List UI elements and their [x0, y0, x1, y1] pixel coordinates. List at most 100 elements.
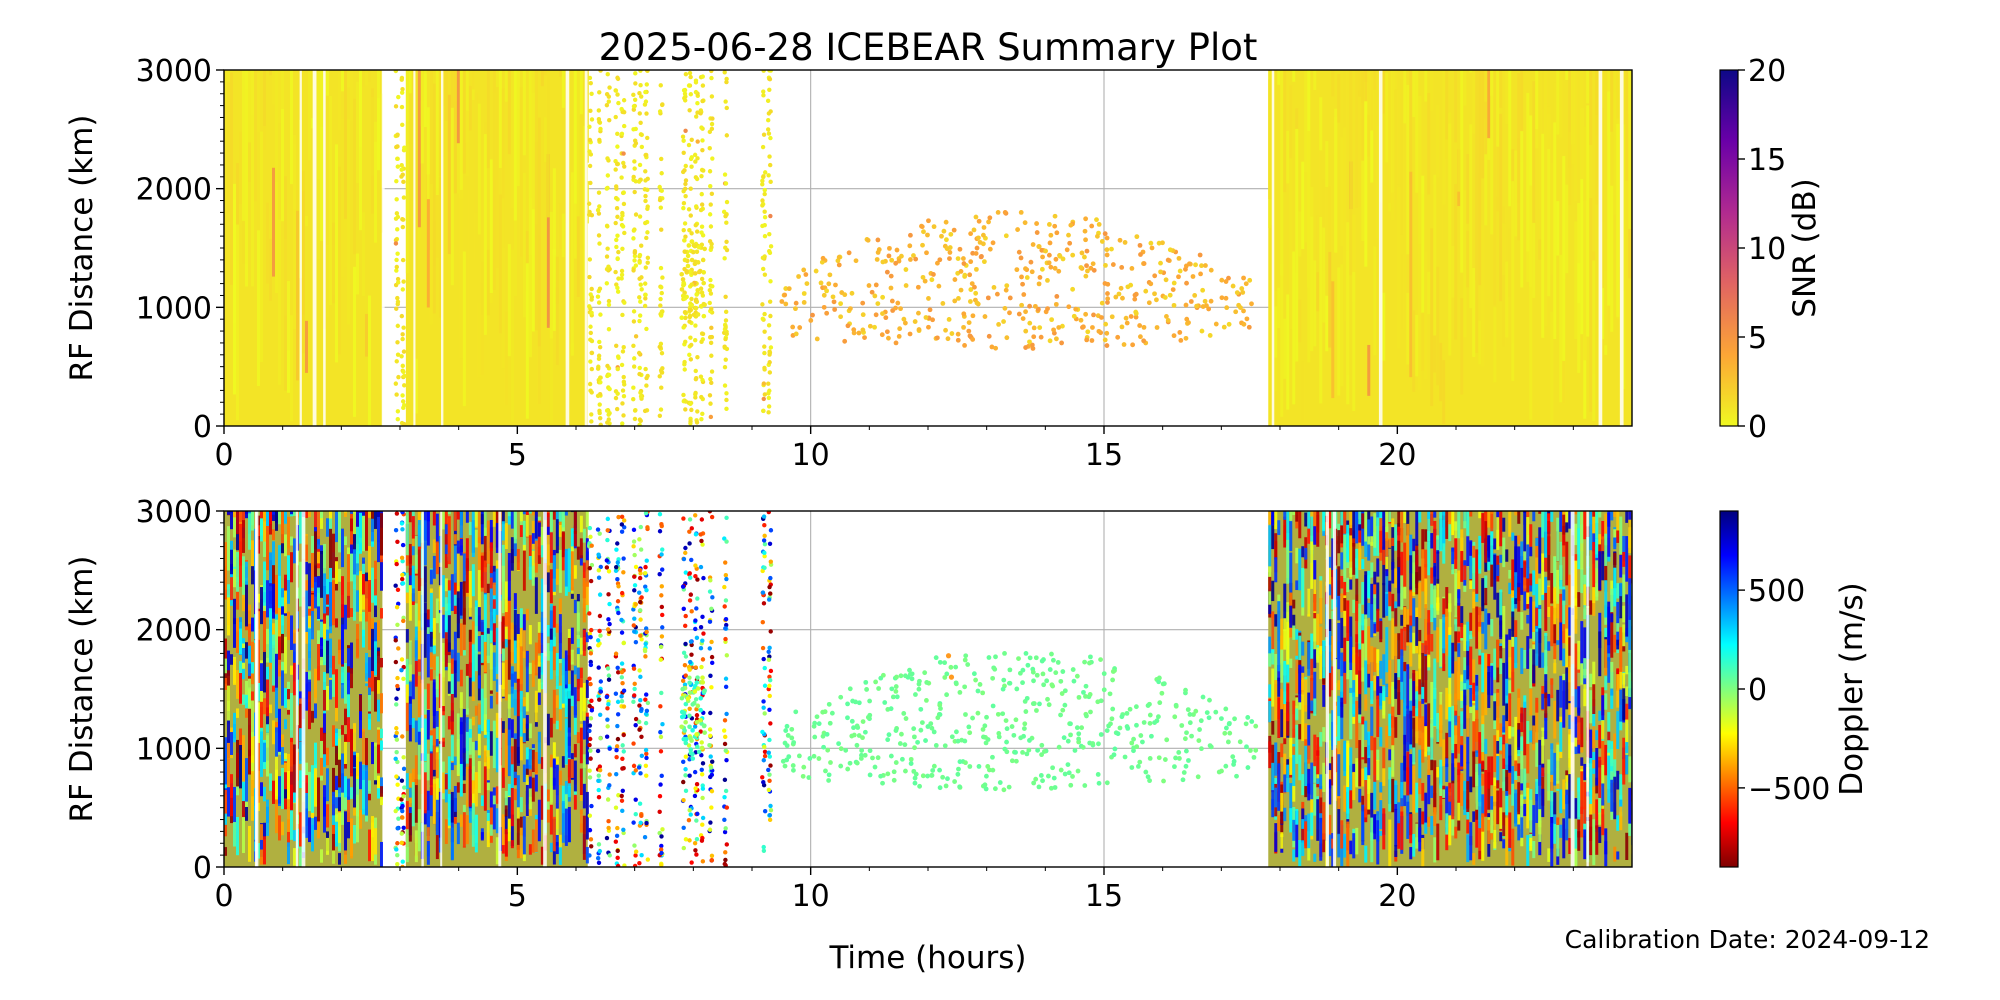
echo-streak: [227, 670, 230, 701]
echo-streak: [417, 511, 421, 526]
echo-streak: [456, 822, 460, 845]
echo-streak: [498, 70, 502, 169]
echo-streak: [329, 559, 332, 604]
echo-streak: [582, 683, 586, 721]
echo-point: [1226, 275, 1231, 281]
echo-streak: [1343, 785, 1347, 812]
echo-streak: [242, 70, 245, 221]
echo-streak: [1565, 541, 1569, 586]
echo-streak: [290, 70, 293, 185]
echo-streak: [1391, 561, 1395, 584]
echo-point: [958, 269, 964, 274]
echo-streak: [1376, 820, 1380, 865]
echo-streak: [374, 742, 377, 781]
echo-streak: [426, 709, 430, 740]
echo-streak: [1340, 137, 1344, 247]
echo-streak: [236, 752, 239, 778]
echo-streak: [1376, 582, 1380, 611]
echo-streak: [408, 555, 412, 564]
echo-streak: [513, 511, 517, 544]
echo-streak: [477, 103, 481, 235]
echo-streak: [1574, 848, 1578, 867]
echo-point: [973, 251, 979, 256]
echo-streak: [1577, 817, 1581, 838]
echo-streak: [1454, 521, 1458, 539]
echo-streak: [377, 540, 380, 563]
echo-streak: [1319, 646, 1323, 680]
echo-streak: [380, 513, 383, 556]
echo-streak: [1448, 707, 1452, 731]
echo-streak: [323, 573, 326, 614]
echo-streak: [1313, 70, 1317, 91]
echo-streak: [350, 608, 353, 617]
echo-point: [631, 396, 636, 402]
echo-streak: [362, 563, 365, 575]
echo-point: [701, 168, 706, 173]
echo-point: [696, 244, 702, 250]
echo-streak: [1433, 658, 1437, 699]
echo-streak: [501, 544, 505, 582]
echo-streak: [1430, 533, 1434, 549]
echo-point: [395, 227, 400, 232]
echo-streak: [293, 538, 296, 564]
echo-streak: [528, 70, 532, 256]
echo-point: [692, 152, 698, 158]
echo-streak: [1547, 848, 1551, 862]
echo-point: [968, 287, 974, 292]
echo-streak: [444, 617, 448, 644]
echo-point: [974, 245, 980, 251]
echo-point: [826, 281, 832, 287]
echo-streak: [1442, 360, 1446, 424]
echo-streak: [1460, 681, 1464, 691]
echo-point: [1039, 266, 1045, 272]
echo-streak: [1307, 130, 1311, 363]
echo-point: [1023, 345, 1029, 350]
echo-streak: [456, 511, 460, 520]
echo-streak: [224, 70, 227, 103]
echo-point: [686, 83, 692, 88]
echo-streak: [450, 668, 454, 703]
echo-streak: [420, 70, 424, 127]
echo-streak: [468, 766, 472, 807]
echo-streak: [1556, 848, 1560, 865]
echo-streak: [1550, 763, 1554, 806]
echo-streak: [435, 752, 439, 799]
echo-streak: [459, 692, 463, 722]
echo-streak: [269, 70, 272, 76]
echo-point: [588, 292, 593, 297]
echo-point: [981, 225, 987, 230]
echo-point: [589, 310, 594, 316]
echo-streak: [368, 70, 371, 83]
echo-streak: [1490, 809, 1494, 834]
echo-streak: [543, 117, 547, 163]
echo-streak: [311, 535, 314, 563]
echo-streak: [483, 745, 487, 784]
echo-streak: [1331, 511, 1335, 541]
x-tick-label: 5: [508, 438, 527, 473]
echo-streak: [1361, 643, 1365, 682]
echo-streak: [1469, 646, 1473, 686]
echo-streak: [1295, 547, 1299, 564]
echo-point: [944, 237, 949, 243]
echo-streak: [344, 741, 347, 764]
echo-streak: [1430, 511, 1434, 527]
echo-streak: [489, 824, 493, 836]
echo-streak: [1286, 683, 1290, 722]
echo-streak: [332, 533, 335, 578]
echo-streak: [227, 584, 230, 598]
echo-streak: [344, 536, 347, 546]
echo-point: [689, 296, 694, 302]
echo-point: [916, 310, 921, 316]
echo-streak: [1496, 639, 1500, 668]
echo-point: [873, 312, 879, 318]
echo-streak: [1271, 668, 1275, 707]
echo-streak: [344, 811, 347, 855]
echo-point: [400, 363, 405, 369]
echo-point: [818, 280, 824, 286]
echo-streak: [540, 526, 544, 546]
echo-point: [762, 214, 768, 220]
echo-streak: [1469, 822, 1473, 861]
echo-streak: [447, 793, 451, 826]
echo-streak: [1487, 535, 1491, 562]
echo-streak: [1475, 674, 1479, 692]
